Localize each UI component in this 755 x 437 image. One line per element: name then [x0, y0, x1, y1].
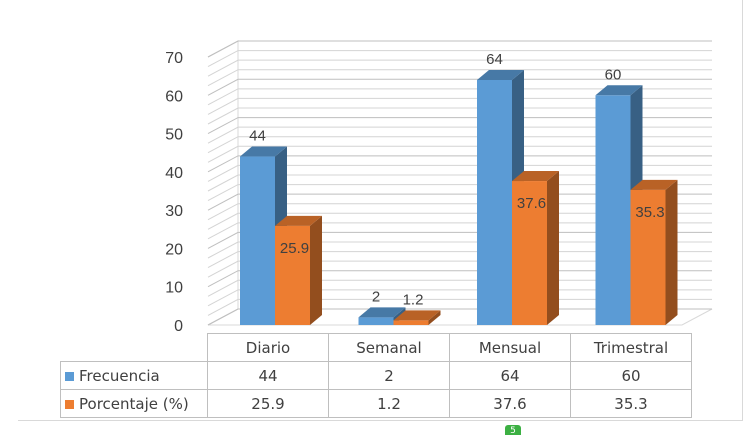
gridline: [207, 155, 712, 173]
data-label-frecuencia: 60: [605, 66, 622, 83]
table-cell: 60: [570, 361, 692, 390]
gridline: [207, 164, 712, 182]
bar-porcentaje-side: [310, 215, 322, 325]
bar-frecuencia-front: [240, 156, 275, 325]
data-label-porcentaje: 35.3: [635, 204, 664, 221]
gridline: [207, 107, 712, 125]
gridline: [207, 69, 712, 87]
gridline: [207, 40, 712, 58]
bar-porcentaje: [275, 215, 322, 325]
y-tick-label: 20: [165, 241, 183, 258]
data-label-frecuencia: 2: [372, 288, 380, 305]
bar-porcentaje: [393, 310, 441, 325]
gridline: [207, 126, 712, 144]
bar-frecuencia-top: [595, 85, 643, 96]
table-cell: 25.9: [207, 389, 329, 418]
category-header: Semanal: [328, 333, 450, 362]
bar-chart-3d: 0 10 20 30 40 50 60 70 44 25.9 2 1.2 64 37.6 60 35.3: [165, 40, 713, 333]
series-label-frecuencia: Frecuencia: [60, 361, 208, 390]
y-axis-ticks: 0 10 20 30 40 50 60 70: [165, 50, 183, 333]
table-row: Porcentaje (%) 25.9 1.2 37.6 35.3: [60, 389, 692, 418]
chart-frame: 0 10 20 30 40 50 60 70 44 25.9 2 1.2 64 37.6 60 35.3: [18, 0, 743, 421]
y-tick-label: 0: [174, 318, 183, 333]
data-label-porcentaje: 25.9: [280, 240, 309, 257]
gridline: [207, 78, 712, 96]
y-tick-label: 70: [165, 50, 183, 67]
bar-porcentaje-top: [393, 310, 441, 321]
data-table: Diario Semanal Mensual Trimestral Frecue…: [60, 333, 692, 418]
gridline: [207, 50, 712, 68]
legend-key-orange: [65, 399, 74, 409]
table-cell: 35.3: [570, 389, 692, 418]
gridline: [207, 117, 712, 135]
category-header: Trimestral: [570, 333, 692, 362]
data-label-porcentaje: 1.2: [403, 291, 424, 308]
bar-frecuencia-top: [240, 146, 287, 157]
bar-porcentaje-front: [630, 189, 666, 325]
table-row: Frecuencia 44 2 64 60: [60, 361, 692, 390]
category-header: Diario: [207, 333, 329, 362]
table-cell: 44: [207, 361, 329, 390]
bar-porcentaje: [630, 179, 678, 325]
table-cell: 64: [449, 361, 571, 390]
bar-frecuencia-front: [358, 317, 394, 325]
gridline: [207, 145, 712, 163]
bar-porcentaje-side: [547, 171, 559, 325]
series-label-porcentaje: Porcentaje (%): [60, 389, 208, 418]
y-tick-label: 50: [165, 127, 183, 144]
data-label-frecuencia: 44: [249, 128, 266, 145]
bar-frecuencia-top: [477, 69, 524, 80]
category-header: Mensual: [449, 333, 571, 362]
gridline: [207, 97, 712, 115]
gridline: [207, 88, 712, 106]
bar-porcentaje-front: [393, 320, 429, 325]
table-corner: [60, 333, 208, 362]
series-name: Frecuencia: [79, 366, 160, 385]
bars: [240, 69, 678, 326]
table-header-row: Diario Semanal Mensual Trimestral: [60, 333, 692, 362]
y-tick-label: 30: [165, 203, 183, 220]
table-cell: 1.2: [328, 389, 450, 418]
bar-porcentaje: [512, 171, 559, 325]
y-tick-label: 40: [165, 165, 183, 182]
bar-porcentaje-front: [512, 181, 547, 325]
data-labels: 44 25.9 2 1.2 64 37.6 60 35.3: [249, 51, 664, 308]
data-label-porcentaje: 37.6: [517, 195, 546, 212]
table-cell: 2: [328, 361, 450, 390]
bar-porcentaje-top: [512, 171, 559, 182]
series-name: Porcentaje (%): [79, 394, 189, 413]
y-tick-label: 60: [165, 88, 183, 105]
bar-frecuencia-top: [358, 307, 406, 318]
gridline: [207, 136, 712, 154]
bar-frecuencia-front: [595, 95, 631, 326]
bar-frecuencia-front: [477, 79, 512, 325]
data-label-frecuencia: 64: [486, 51, 503, 68]
bar-porcentaje-front: [275, 225, 310, 325]
bar-porcentaje-top: [275, 215, 322, 226]
y-tick-label: 10: [165, 280, 183, 297]
page-marker: 5: [505, 425, 521, 436]
bar-porcentaje-top: [630, 179, 678, 190]
gridline: [207, 59, 712, 77]
legend-key-blue: [65, 371, 74, 381]
bar-porcentaje-side: [428, 310, 441, 325]
bar-porcentaje-side: [665, 179, 678, 325]
table-cell: 37.6: [449, 389, 571, 418]
